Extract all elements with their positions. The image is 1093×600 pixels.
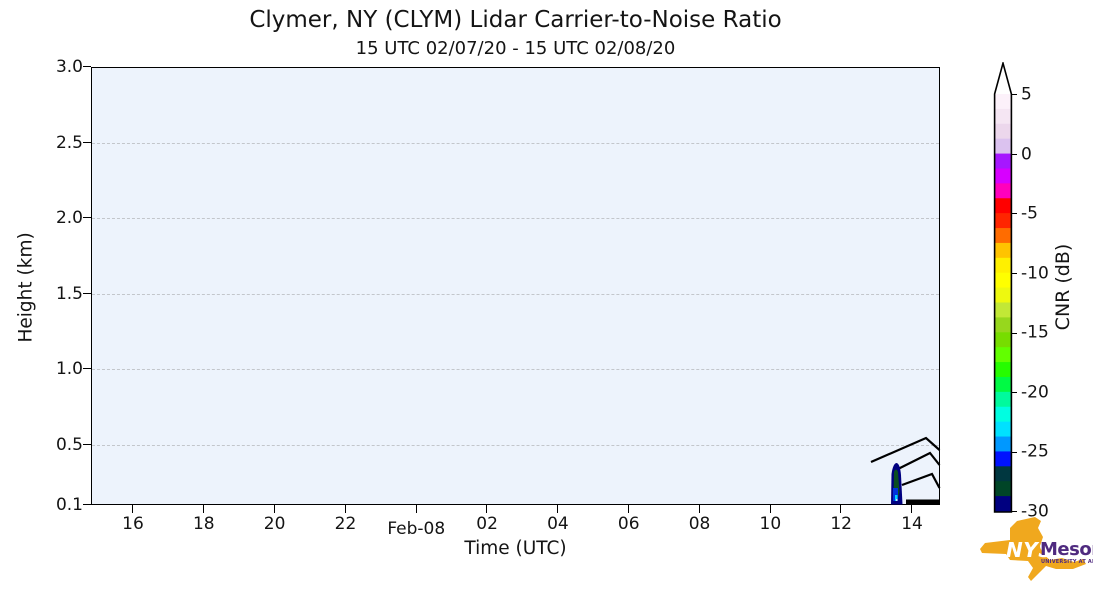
colorbar-tick-mark (1011, 153, 1017, 155)
y-tick-mark (83, 443, 91, 445)
colorbar-tick-mark (1011, 94, 1017, 96)
x-tick-mark (415, 505, 417, 513)
colorbar-extend-arrow (994, 63, 1012, 94)
chart-title: Clymer, NY (CLYM) Lidar Carrier-to-Noise… (249, 7, 782, 33)
x-tick-label: 16 (122, 514, 144, 534)
y-tick-label: 0.1 (55, 495, 83, 515)
surface-strip (906, 499, 940, 505)
ny-state-icon (980, 517, 1086, 581)
x-tick-label: 06 (617, 514, 640, 534)
x-axis-label: Time (UTC) (464, 538, 567, 559)
logo-nys-text: NYS (1006, 538, 1054, 562)
x-tick-label: 14 (901, 514, 923, 534)
x-tick-mark (344, 505, 346, 513)
colorbar-tick-label: -20 (1021, 382, 1049, 403)
colorbar-tick-mark (1011, 392, 1017, 394)
x-tick-label: 08 (688, 514, 711, 534)
colorbar-tick-label: -15 (1021, 322, 1049, 343)
colorbar-tick-mark (1011, 213, 1017, 215)
x-tick-label: 20 (263, 514, 286, 534)
colorbar (993, 62, 1013, 513)
colorbar-tick-label: -10 (1021, 263, 1049, 284)
y-tick-label: 3.0 (55, 57, 83, 77)
contour-lines (870, 436, 941, 489)
x-tick-label: 10 (759, 514, 782, 534)
x-tick-mark (627, 505, 629, 513)
x-tick-mark (840, 505, 842, 513)
y-tick-mark (83, 368, 91, 370)
x-tick-mark (273, 505, 275, 513)
y-tick-label: 0.5 (55, 434, 83, 455)
x-tick-mark (486, 505, 488, 513)
chart-subtitle: 15 UTC 02/07/20 - 15 UTC 02/08/20 (355, 38, 676, 59)
logo-tagline: UNIVERSITY AT ALBANY (1041, 559, 1093, 565)
colorbar-tick-label: -30 (1021, 501, 1049, 522)
x-tick-mark (203, 505, 205, 513)
x-tick-mark (769, 505, 771, 513)
cnr-plume (891, 463, 903, 505)
y-tick-label: 2.0 (55, 208, 83, 229)
x-tick-mark (557, 505, 559, 513)
gridline (92, 369, 939, 371)
colorbar-tick-mark (1011, 511, 1017, 513)
y-tick-mark (83, 141, 91, 143)
y-tick-mark (83, 292, 91, 294)
x-tick-mark (132, 505, 134, 513)
y-tick-mark (83, 217, 91, 219)
logo-mesonet-text: Mesonet (1040, 539, 1093, 560)
colorbar-tick-label: -25 (1021, 442, 1049, 463)
colorbar-tick-mark (1011, 332, 1017, 334)
gridline (92, 444, 939, 446)
colorbar-tick-label: 0 (1021, 144, 1032, 165)
x-tick-label: 18 (192, 514, 215, 534)
x-tick-label: 04 (547, 514, 569, 534)
gridline (92, 293, 939, 295)
colorbar-label: CNR (dB) (1052, 243, 1074, 331)
colorbar-tick-label: 5 (1021, 84, 1032, 105)
gridline (92, 142, 939, 144)
colorbar-tick-mark (1011, 272, 1017, 274)
y-tick-label: 1.5 (55, 283, 83, 304)
x-tick-label: 02 (476, 514, 498, 534)
colorbar-tick-label: -5 (1021, 203, 1038, 224)
nys-mesonet-logo: NYS Mesonet UNIVERSITY AT ALBANY (977, 515, 1093, 597)
colorbar-tick-mark (1011, 451, 1017, 453)
x-tick-label: 22 (334, 514, 357, 534)
y-axis-label: Height (km) (15, 232, 37, 343)
y-tick-mark (83, 66, 91, 68)
x-tick-mark (911, 505, 913, 513)
cnr-data-layer (870, 436, 941, 505)
y-tick-mark (83, 504, 91, 506)
x-tick-label: Feb-08 (387, 519, 446, 539)
plot-area (91, 67, 941, 505)
y-tick-label: 2.5 (55, 132, 83, 153)
y-tick-label: 1.0 (55, 359, 83, 380)
x-tick-label: 12 (830, 514, 853, 534)
x-tick-mark (698, 505, 700, 513)
gridline (92, 218, 939, 220)
